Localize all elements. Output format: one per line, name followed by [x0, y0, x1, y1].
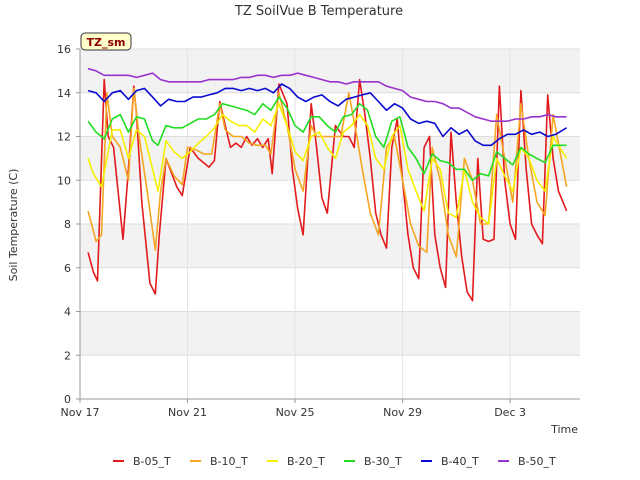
band-1: [80, 311, 580, 356]
series-line-b-30-t: [87, 96, 567, 182]
y-tick-label-6: 12: [57, 131, 71, 144]
legend-label-3: B-30_T: [364, 455, 402, 468]
series-lines: [87, 67, 568, 302]
legend-label-4: B-40_T: [441, 455, 479, 468]
legend-label-5: B-50_T: [518, 455, 556, 468]
y-tick-label-5: 10: [57, 174, 71, 187]
x-tick-label-0: Nov 17: [61, 406, 100, 419]
badge: TZ_sm: [80, 32, 132, 51]
y-tick-label-8: 16: [57, 43, 71, 56]
band-7: [80, 49, 580, 93]
chart-title: TZ SoilVue B Temperature: [234, 4, 403, 19]
legend-label-1: B-10_T: [210, 455, 248, 468]
series-line-b-50-t: [87, 67, 567, 122]
y-tick-label-0: 0: [64, 393, 71, 406]
legend-label-2: B-20_T: [287, 455, 325, 468]
band-3: [80, 224, 580, 268]
x-axis-title: Time: [550, 423, 578, 436]
y-tick-label-1: 2: [64, 349, 71, 362]
x-tick-label-4: Dec 3: [494, 406, 526, 419]
y-axis-title: Soil Temperature (C): [7, 169, 20, 282]
y-tick-label-7: 14: [57, 87, 71, 100]
series-line-b-40-t: [87, 83, 568, 147]
badge-box: [80, 32, 132, 51]
series-line-b-20-t: [87, 102, 568, 225]
y-tick-label-2: 4: [64, 306, 71, 319]
x-tick-label-2: Nov 25: [276, 406, 315, 419]
x-tick-label-3: Nov 29: [383, 406, 422, 419]
series-line-b-10-t: [87, 87, 568, 258]
badge-label: TZ_sm: [87, 36, 126, 49]
y-axis: 0 2 4 6 8 10 12 14 16: [57, 43, 81, 406]
y-tick-label-3: 6: [64, 262, 71, 275]
legend: B-05_T B-10_T B-20_T B-30_T B-40_T B-50_T: [113, 455, 556, 468]
x-axis: Nov 17 Nov 21 Nov 25 Nov 29 Dec 3: [61, 398, 580, 419]
legend-label-0: B-05_T: [133, 455, 171, 468]
x-tick-label-1: Nov 21: [168, 406, 207, 419]
y-tick-label-4: 8: [64, 218, 71, 231]
